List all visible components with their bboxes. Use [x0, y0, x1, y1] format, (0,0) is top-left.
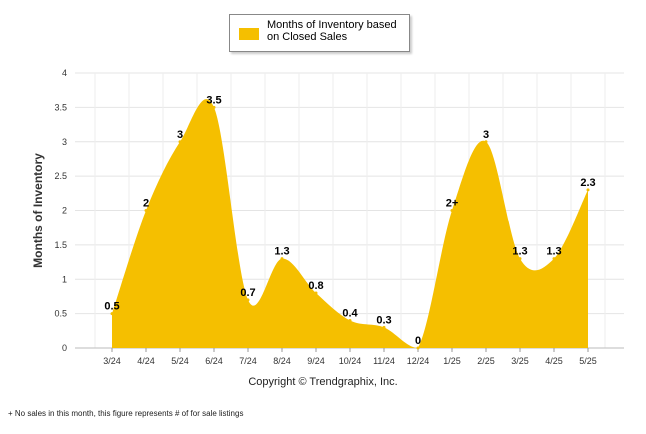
y-tick-label: 1.5 — [54, 240, 67, 250]
legend: Months of Inventory based on Closed Sale… — [229, 14, 410, 52]
x-tick-label: 4/25 — [545, 356, 563, 366]
data-label: 1.3 — [512, 246, 527, 258]
legend-label: Months of Inventory based on Closed Sale… — [267, 19, 397, 43]
data-point — [212, 105, 216, 109]
data-label: 2+ — [446, 198, 459, 210]
footnote-text: + No sales in this month, this figure re… — [8, 409, 244, 418]
y-tick-label: 2 — [62, 206, 67, 216]
x-tick-label: 2/25 — [477, 356, 495, 366]
x-tick-label: 12/24 — [407, 356, 430, 366]
data-label: 1.3 — [274, 246, 289, 258]
x-tick-label: 4/24 — [137, 356, 155, 366]
copyright-text: Copyright © Trendgraphix, Inc. — [248, 376, 398, 388]
data-point — [450, 209, 454, 212]
data-point — [382, 325, 386, 329]
x-tick-label: 5/25 — [579, 356, 597, 366]
x-tick-label: 5/24 — [171, 356, 189, 366]
data-point — [586, 188, 590, 192]
y-tick-label: 0.5 — [54, 309, 67, 319]
x-tick-label: 3/25 — [511, 356, 529, 366]
y-tick-label: 4 — [62, 68, 67, 78]
data-point — [484, 140, 488, 144]
data-label: 2.3 — [580, 177, 595, 189]
data-label: 3 — [483, 129, 489, 141]
data-label: 0 — [415, 335, 421, 347]
y-axis-title: Months of Inventory — [31, 153, 45, 268]
data-label: 2 — [143, 198, 149, 210]
x-tick-label: 6/24 — [205, 356, 223, 366]
data-label: 3.5 — [206, 94, 221, 106]
data-point — [110, 312, 114, 316]
data-point — [416, 346, 420, 350]
y-tick-label: 3.5 — [54, 102, 67, 112]
x-tick-label: 10/24 — [339, 356, 362, 366]
y-tick-label: 2.5 — [54, 171, 67, 181]
data-label: 0.4 — [342, 308, 358, 320]
x-tick-label: 8/24 — [273, 356, 291, 366]
data-point — [314, 291, 318, 295]
x-tick-label: 7/24 — [239, 356, 257, 366]
legend-swatch — [239, 28, 259, 40]
data-label: 0.8 — [308, 280, 323, 292]
data-label: 0.5 — [104, 301, 119, 313]
x-tick-label: 11/24 — [373, 356, 395, 366]
x-tick-label: 9/24 — [307, 356, 325, 366]
y-tick-label: 1 — [62, 274, 67, 284]
data-label: 1.3 — [546, 246, 561, 258]
x-tick-label: 1/25 — [443, 356, 461, 366]
x-tick-label: 3/24 — [103, 356, 121, 366]
data-point — [144, 209, 148, 212]
data-label: 3 — [177, 129, 183, 141]
data-label: 0.3 — [376, 314, 391, 326]
data-point — [280, 257, 284, 261]
data-point — [246, 298, 250, 302]
y-tick-label: 0 — [62, 343, 67, 353]
y-tick-label: 3 — [62, 137, 67, 147]
data-label: 0.7 — [240, 287, 255, 299]
data-point — [552, 257, 556, 261]
data-point — [348, 319, 352, 322]
data-point — [518, 257, 522, 261]
data-point — [178, 140, 182, 144]
area-series — [112, 99, 588, 348]
